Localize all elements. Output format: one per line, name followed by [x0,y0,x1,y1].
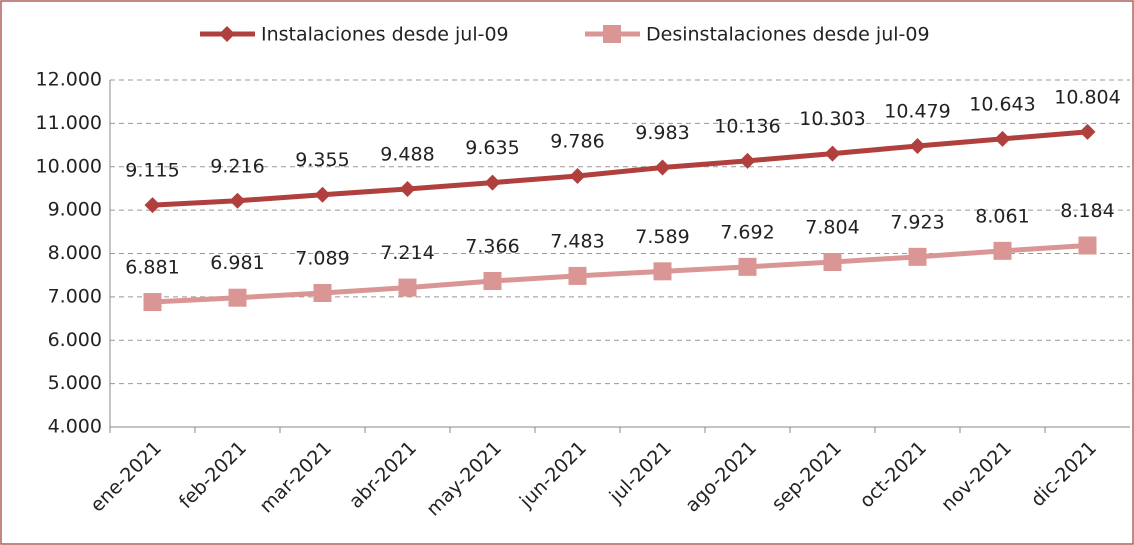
data-label: 7.923 [890,211,944,233]
legend-marker [603,25,621,43]
legend-label: Instalaciones desde jul-09 [261,24,509,46]
y-tick-label: 5.000 [48,372,102,394]
y-tick-label: 12.000 [36,69,102,91]
data-label: 9.216 [210,155,264,177]
data-label: 7.589 [635,226,689,248]
point-marker [824,145,841,162]
data-label: 8.061 [975,205,1029,227]
data-label: 9.983 [635,122,689,144]
data-label: 6.881 [125,257,179,279]
point-marker [1078,236,1097,255]
point-marker [993,241,1012,260]
point-marker [568,266,587,285]
point-marker [229,192,246,209]
y-tick-label: 7.000 [48,285,102,307]
point-marker [1079,123,1096,140]
point-marker [909,137,926,154]
point-marker [399,180,416,197]
data-label: 10.643 [969,93,1035,115]
data-label: 9.635 [465,137,519,159]
data-label: 7.483 [550,230,604,252]
point-marker [653,262,672,281]
point-marker [313,284,332,303]
point-marker [228,288,247,307]
point-marker [398,278,417,297]
data-label: 10.303 [799,108,865,130]
point-marker [908,247,927,266]
y-tick-label: 4.000 [48,416,102,438]
point-marker [738,257,757,276]
point-marker [483,271,502,290]
point-marker [484,174,501,191]
data-label: 9.115 [125,160,179,182]
data-label: 8.184 [1060,200,1114,222]
point-marker [994,130,1011,147]
y-tick-label: 8.000 [48,242,102,264]
point-marker [654,159,671,176]
point-marker [143,293,162,312]
point-marker [569,168,586,185]
y-tick-label: 11.000 [36,112,102,134]
data-label: 7.089 [295,248,349,270]
data-label: 7.214 [380,242,434,264]
data-label: 6.981 [210,252,264,274]
data-label: 9.488 [380,143,434,165]
data-label: 10.479 [884,100,950,122]
y-tick-label: 6.000 [48,329,102,351]
point-marker [144,197,161,214]
legend-label: Desinstalaciones desde jul-09 [646,24,930,46]
data-label: 10.804 [1054,86,1120,108]
data-label: 7.692 [720,221,774,243]
data-label: 9.355 [295,149,349,171]
series-line [152,129,1088,208]
data-label: 7.804 [805,217,859,239]
data-label: 10.136 [714,115,780,137]
data-label: 9.786 [550,131,604,153]
series-line [152,243,1088,305]
point-marker [739,152,756,169]
legend-marker [219,26,235,42]
data-label: 7.366 [465,235,519,257]
y-tick-label: 10.000 [36,155,102,177]
point-marker [314,186,331,203]
point-marker [823,253,842,272]
y-tick-label: 9.000 [48,199,102,221]
